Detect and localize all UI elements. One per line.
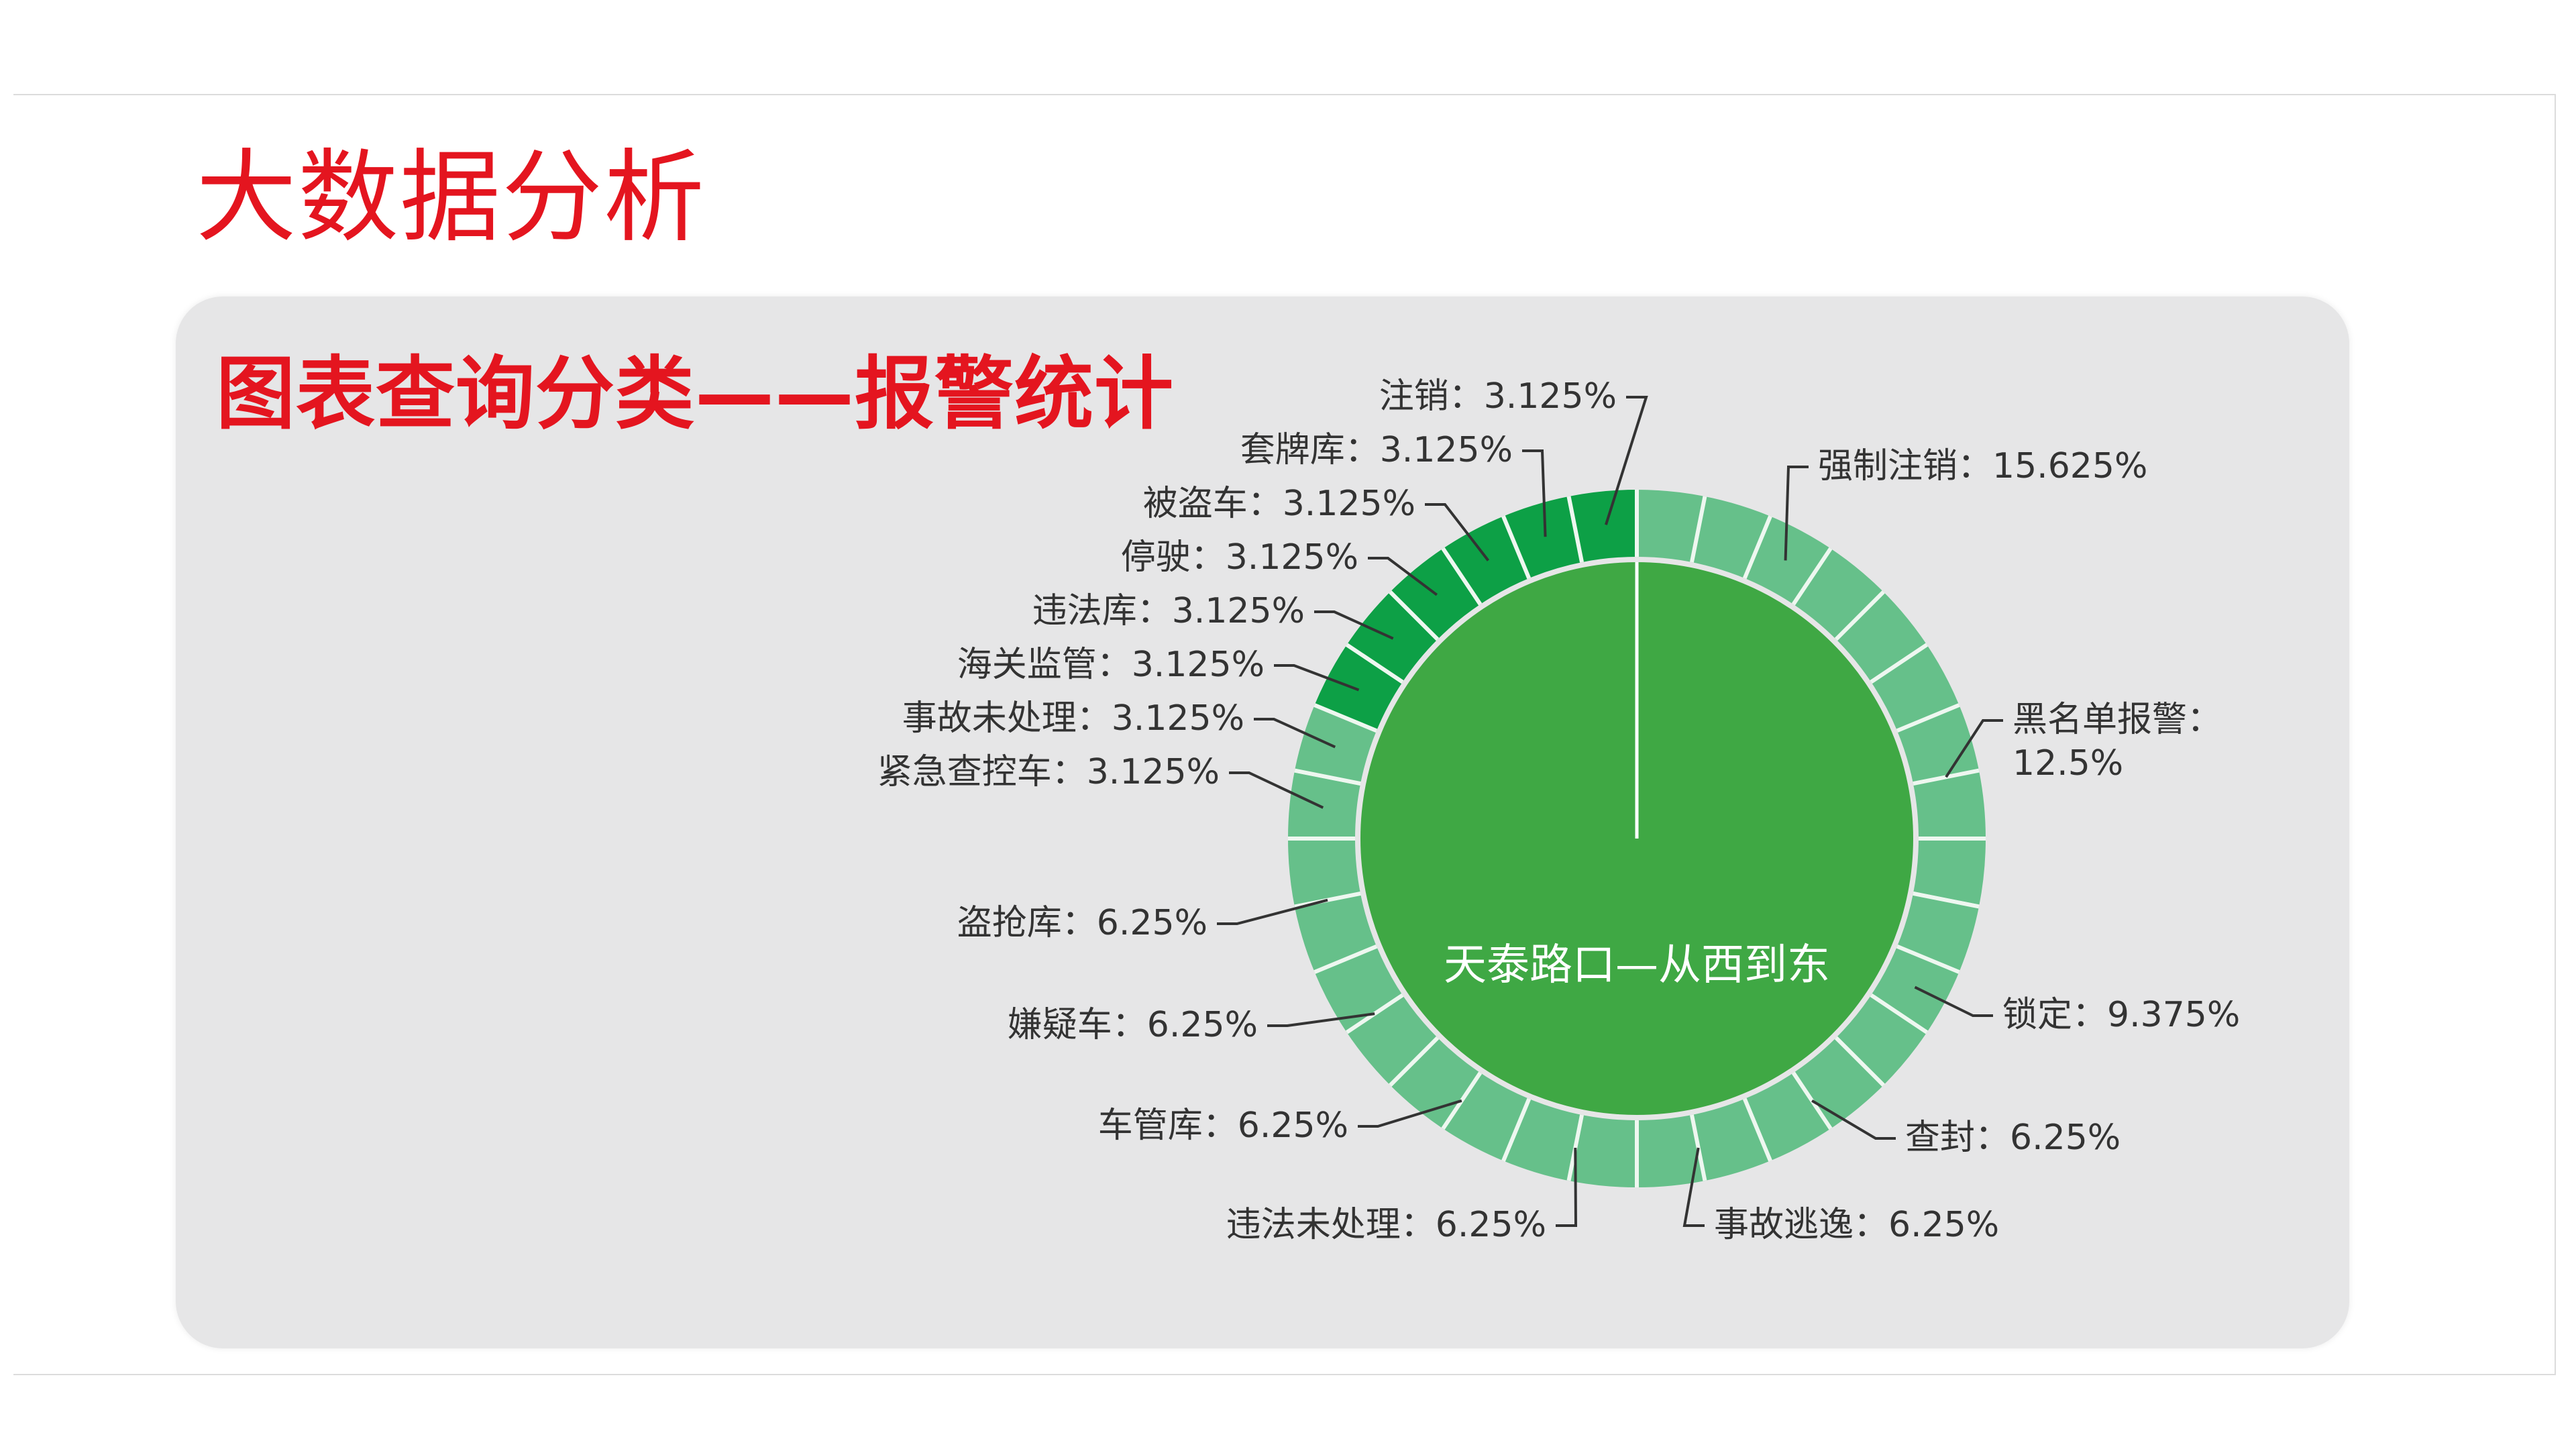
slice-divider	[1689, 1114, 1707, 1181]
slice-divider	[1441, 547, 1483, 606]
slice-divider	[1389, 590, 1440, 641]
slice-divider	[1689, 496, 1707, 563]
donut-slice	[1871, 645, 1986, 907]
donut-slice	[1314, 645, 1403, 731]
slice-divider	[1742, 1097, 1772, 1162]
slice-label: 事故未处理：3.125%	[902, 698, 1244, 739]
chart-ring	[1288, 490, 1986, 1187]
slice-divider	[1313, 703, 1378, 733]
slice-label: 查封：6.25%	[1905, 1118, 2121, 1158]
donut-slice	[1390, 1037, 1529, 1161]
slice-label: 违法未处理：6.25%	[1226, 1205, 1546, 1245]
slice-label-value: 12.5%	[2012, 743, 2123, 784]
slice-divider	[1896, 944, 1960, 974]
slide-frame	[13, 94, 2556, 1375]
slice-label: 事故逃逸：6.25%	[1714, 1205, 1999, 1245]
donut-slice	[1503, 496, 1582, 578]
slice-divider	[1345, 643, 1404, 684]
chart-panel	[176, 297, 2349, 1348]
label-leader-line	[1682, 1147, 1705, 1227]
donut-slice	[1294, 705, 1377, 784]
donut-slice	[1744, 1037, 1884, 1161]
slice-divider	[1313, 944, 1378, 974]
donut-slice	[1835, 893, 1980, 1085]
slice-divider	[1913, 891, 1980, 909]
donut-slice	[1288, 770, 1361, 839]
label-leader-line	[1217, 898, 1328, 925]
panel-title: 图表查询分类——报警统计	[216, 347, 1175, 440]
chart-labels: 强制注销：15.625% 黑名单报警：12.5% 锁定：9.375% 查封：6.25%…	[877, 376, 2241, 1245]
label-leader-line	[1914, 985, 1993, 1017]
label-leader-line	[1425, 503, 1490, 561]
donut-slice	[1443, 516, 1529, 604]
label-leader-line	[1267, 1012, 1375, 1027]
slice-divider	[1834, 590, 1885, 641]
slice-divider	[1870, 643, 1929, 684]
label-leader-line	[1556, 1147, 1578, 1227]
slice-divider	[1389, 1036, 1440, 1087]
label-leader-line	[1784, 466, 1809, 561]
slice-label: 锁定：9.375%	[2002, 995, 2240, 1035]
slice-label: 违法库：3.125%	[1032, 591, 1305, 631]
page-title: 大数据分析	[196, 140, 706, 256]
slice-label: 停驶：3.125%	[1121, 537, 1358, 578]
donut-slice	[1314, 946, 1438, 1085]
slice-label: 车管库：6.25%	[1098, 1106, 1348, 1146]
slice-label: 海关监管：3.125%	[957, 645, 1265, 685]
label-leader-line	[1811, 1099, 1896, 1140]
label-leader-line	[1945, 719, 2003, 778]
label-leader-line	[1368, 557, 1438, 596]
slice-divider	[1834, 1036, 1885, 1087]
label-leader-line	[1254, 718, 1336, 749]
slice-divider	[1791, 547, 1833, 606]
slice-divider	[1294, 768, 1361, 786]
slice-divider	[1566, 496, 1585, 563]
label-leader-line	[1522, 449, 1547, 537]
slice-divider	[1501, 515, 1532, 580]
slice-divider	[1870, 993, 1929, 1034]
slice-divider	[1896, 703, 1960, 733]
slice-label: 注销：3.125%	[1379, 376, 1617, 417]
slice-divider	[1501, 1097, 1532, 1162]
slice-label: 黑名单报警：	[2012, 700, 2222, 740]
slice-label: 被盗车：3.125%	[1143, 484, 1415, 524]
slice-label: 嫌疑车：6.25%	[1008, 1005, 1258, 1045]
slice-label: 套牌库：3.125%	[1240, 430, 1513, 470]
donut-slice	[1288, 839, 1377, 972]
slice-divider	[1345, 993, 1404, 1034]
slice-divider	[1742, 515, 1772, 580]
donut-slice	[1637, 1099, 1770, 1187]
chart-label-leaders	[1217, 396, 2003, 1227]
donut-slice	[1503, 1099, 1637, 1187]
label-leader-line	[1274, 664, 1360, 692]
chart-center-label: 天泰路口—从西到东	[1444, 941, 1830, 990]
slice-label: 紧急查控车：3.125%	[877, 752, 1220, 792]
label-leader-line	[1314, 610, 1394, 640]
label-leader-line	[1358, 1099, 1462, 1128]
donut-slice	[1568, 490, 1637, 563]
donut-slice	[1637, 490, 1927, 682]
slice-divider	[1566, 1114, 1585, 1181]
label-leader-line	[1229, 771, 1324, 809]
slice-label: 盗抢库：6.25%	[957, 903, 1208, 943]
label-leader-line	[1605, 396, 1648, 525]
slice-label: 强制注销：15.625%	[1818, 446, 2147, 486]
